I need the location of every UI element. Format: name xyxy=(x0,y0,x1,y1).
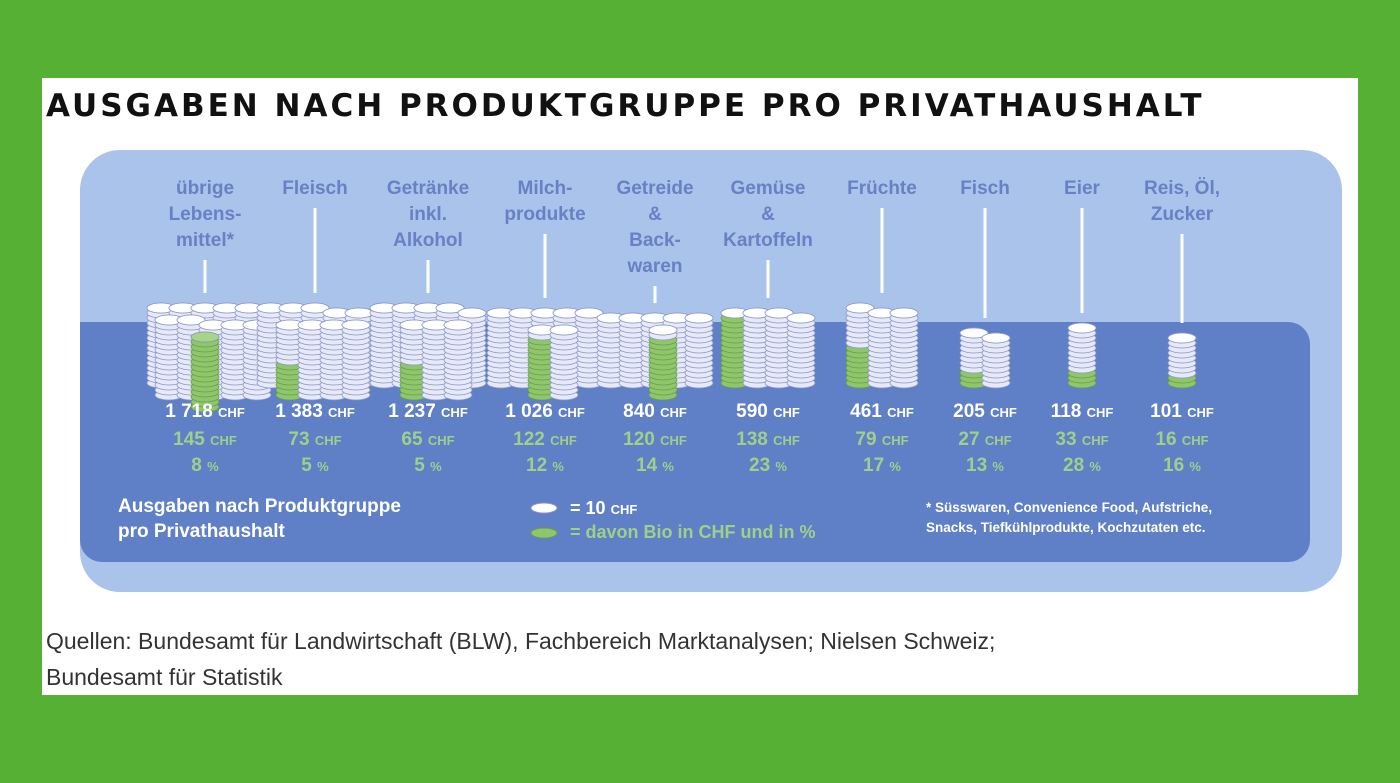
bio-percent: 17 % xyxy=(863,455,901,476)
category-label-line: übrige xyxy=(175,178,235,199)
category-label-line: produkte xyxy=(504,204,586,225)
bio-percent: 8 % xyxy=(191,455,219,476)
bio-percent: 16 % xyxy=(1163,455,1201,476)
category-label-line: Back- xyxy=(629,230,681,251)
bio-value: 145 CHF xyxy=(173,429,237,450)
bio-value: 27 CHF xyxy=(958,429,1012,450)
total-value: 1 237 CHF xyxy=(388,401,468,422)
sources-line: Quellen: Bundesamt für Landwirtschaft (B… xyxy=(46,628,996,654)
category-label: Milch-produkte xyxy=(480,176,610,228)
total-value: 590 CHF xyxy=(736,401,800,422)
total-value: 118 CHF xyxy=(1050,401,1114,422)
coin-top xyxy=(786,312,816,324)
coin-top xyxy=(344,307,374,319)
bio-coin-legend-icon xyxy=(530,527,558,539)
total-value: 1 718 CHF xyxy=(165,401,245,422)
footnote-line: Snacks, Tiefkühlprodukte, Kochzutaten et… xyxy=(926,520,1206,535)
legend-bio: = davon Bio in CHF und in % xyxy=(570,522,816,542)
category-label-line: Kartoffeln xyxy=(723,230,813,251)
coin-top xyxy=(1167,332,1197,344)
category-label-line: waren xyxy=(627,256,683,277)
coin-top xyxy=(648,324,678,336)
coin-top xyxy=(341,319,371,331)
coin-legend-icon xyxy=(530,502,558,514)
bio-value: 120 CHF xyxy=(623,429,687,450)
bio-percent: 28 % xyxy=(1063,455,1101,476)
total-value: 840 CHF xyxy=(623,401,687,422)
total-value: 1 026 CHF xyxy=(505,401,585,422)
bio-value: 138 CHF xyxy=(736,429,800,450)
category-label: Früchte xyxy=(817,176,947,202)
category-label: Eier xyxy=(1017,176,1147,202)
category-label-line: Gemüse xyxy=(730,178,806,199)
category-label-line: & xyxy=(761,204,775,225)
bio-percent: 5 % xyxy=(301,455,329,476)
bio-value: 79 CHF xyxy=(855,429,909,450)
category-label: Fisch xyxy=(920,176,1050,202)
total-value: 1 383 CHF xyxy=(275,401,355,422)
category-label-line: Zucker xyxy=(1150,204,1214,225)
total-value: 461 CHF xyxy=(850,401,914,422)
coin-top xyxy=(1067,322,1097,334)
infographic-card: AUSGABEN NACH PRODUKTGRUPPE PRO PRIVATHA… xyxy=(42,78,1358,695)
bio-value: 73 CHF xyxy=(288,429,342,450)
coin-top xyxy=(889,307,919,319)
category-label-line: Milch- xyxy=(517,178,573,199)
category-label: Getreide & Back-waren xyxy=(590,176,720,280)
coin-pictogram xyxy=(146,208,1197,539)
bio-percent: 14 % xyxy=(636,455,674,476)
coin-top xyxy=(981,332,1011,344)
coin-top xyxy=(190,331,220,343)
category-label-line: Früchte xyxy=(847,178,917,199)
total-value: 101 CHF xyxy=(1150,401,1214,422)
coin-top xyxy=(845,302,875,314)
category-label: Reis, Öl, Zucker xyxy=(1117,176,1247,228)
category-label: Gemüse & Kartoffeln xyxy=(703,176,833,254)
bio-value: 33 CHF xyxy=(1055,429,1109,450)
legend-coin: = 10 CHF xyxy=(570,498,638,518)
bio-percent: 5 % xyxy=(414,455,442,476)
category-label-line: Eier xyxy=(1064,178,1100,199)
sources-line: Bundesamt für Statistik xyxy=(46,664,283,690)
coin-top xyxy=(443,319,473,331)
category-label-line: Getränke xyxy=(386,178,470,199)
chart-title: AUSGABEN NACH PRODUKTGRUPPE PRO PRIVATHA… xyxy=(46,88,1205,124)
category-label: Getränke inkl. Alkohol xyxy=(363,176,493,254)
bio-value: 65 CHF xyxy=(401,429,455,450)
category-label-line: Getreide xyxy=(616,178,694,199)
category-label-line: & xyxy=(648,204,662,225)
bio-percent: 13 % xyxy=(966,455,1004,476)
legend-title-line: Ausgaben nach Produktgruppe xyxy=(118,496,401,517)
coin-top xyxy=(574,307,604,319)
bio-percent: 23 % xyxy=(749,455,787,476)
legend-title-line: pro Privathaushalt xyxy=(118,521,285,542)
category-label-line: Fleisch xyxy=(282,178,348,199)
coin-top xyxy=(300,302,330,314)
bio-value: 16 CHF xyxy=(1155,429,1209,450)
category-label: übrige Lebens-mittel* xyxy=(140,176,270,254)
category-label-line: Lebens- xyxy=(168,204,242,225)
coin-top xyxy=(176,314,206,326)
coin-top xyxy=(457,307,487,319)
legend-title: Ausgaben nach Produktgruppe pro Privatha… xyxy=(118,494,401,544)
coin-top xyxy=(959,327,989,339)
total-value: 205 CHF xyxy=(953,401,1017,422)
category-label-line: Alkohol xyxy=(393,230,463,251)
category-label-line: mittel* xyxy=(175,230,235,251)
category-label-line: Fisch xyxy=(960,178,1010,199)
sources: Quellen: Bundesamt für Landwirtschaft (B… xyxy=(46,623,995,695)
bio-percent: 12 % xyxy=(526,455,564,476)
footnote: * Süsswaren, Convenience Food, Aufstrich… xyxy=(926,498,1212,538)
coin-top xyxy=(684,312,714,324)
coin-top xyxy=(435,302,465,314)
coin-top xyxy=(764,307,794,319)
category-label-line: Reis, Öl, xyxy=(1143,178,1221,199)
bio-value: 122 CHF xyxy=(513,429,577,450)
category-label: Fleisch xyxy=(250,176,380,202)
coin-top xyxy=(549,324,579,336)
footnote-line: * Süsswaren, Convenience Food, Aufstrich… xyxy=(926,500,1213,515)
category-label-line: inkl. xyxy=(408,204,447,225)
